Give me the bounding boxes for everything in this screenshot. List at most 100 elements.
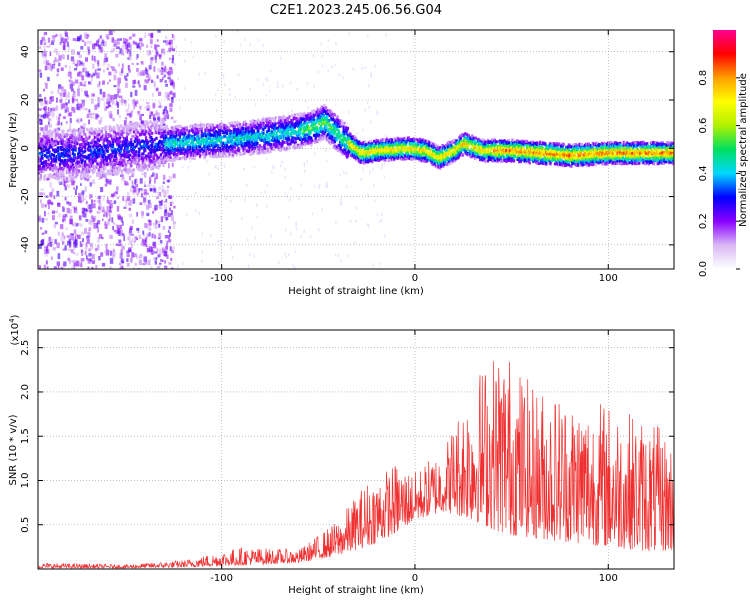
heatmap-cell [337, 133, 340, 137]
heatmap-cell [66, 41, 69, 47]
heatmap-cell [104, 172, 108, 176]
heatmap-cell [251, 126, 254, 130]
heatmap-cell [245, 149, 249, 153]
heatmap-cell [78, 146, 82, 150]
heatmap-cell [109, 202, 113, 209]
heatmap-cell [84, 247, 88, 251]
heatmap-cell [256, 77, 259, 81]
heatmap-cell [279, 135, 283, 139]
heatmap-cell [228, 122, 231, 126]
heatmap-cell [287, 142, 290, 146]
heatmap-cell [134, 102, 137, 107]
heatmap-cell [142, 157, 145, 161]
heatmap-cell [298, 126, 301, 130]
heatmap-cell [167, 41, 171, 45]
heatmap-cell [170, 69, 174, 75]
heatmap-cell [170, 116, 174, 120]
heatmap-cell [44, 145, 48, 149]
heatmap-cell [194, 151, 197, 155]
heatmap-cell [298, 146, 301, 150]
heatmap-cell [133, 140, 136, 144]
heatmap-cell [323, 132, 326, 136]
heatmap-cell [306, 111, 310, 115]
heatmap-cell [325, 138, 329, 142]
heatmap-cell [69, 249, 72, 252]
heatmap-cell [78, 103, 82, 109]
heatmap-cell [376, 213, 379, 217]
heatmap-cell [90, 149, 93, 153]
heatmap-cell [160, 216, 164, 223]
heatmap-cell [73, 187, 76, 190]
heatmap-cell [333, 113, 336, 117]
heatmap-cell [89, 220, 93, 226]
heatmap-cell [87, 49, 91, 54]
heatmap-cell [141, 211, 144, 216]
heatmap-cell [198, 127, 201, 131]
heatmap-cell [159, 206, 162, 210]
heatmap-cell [337, 149, 340, 153]
heatmap-cell [110, 162, 113, 166]
heatmap-cell [328, 114, 331, 118]
heatmap-cell [324, 118, 327, 122]
heatmap-cell [73, 133, 76, 137]
heatmap-cell [147, 259, 151, 266]
heatmap-cell [94, 43, 98, 47]
heatmap-cell [248, 140, 251, 144]
heatmap-cell [258, 144, 262, 148]
heatmap-cell [102, 91, 106, 98]
heatmap-cell [91, 164, 95, 168]
heatmap-cell [91, 55, 94, 61]
heatmap-cell [55, 133, 58, 137]
heatmap-cell [139, 163, 142, 167]
heatmap-cell [152, 210, 155, 214]
heatmap-cell [104, 160, 107, 164]
heatmap-cell [169, 195, 173, 199]
heatmap-cell [98, 133, 101, 137]
heatmap-cell [243, 137, 246, 141]
heatmap-cell [179, 124, 182, 128]
heatmap-cell [237, 138, 240, 142]
heatmap-cell [334, 253, 337, 257]
heatmap-cell [151, 140, 155, 144]
heatmap-cell [51, 210, 55, 214]
heatmap-cell [94, 159, 97, 163]
heatmap-cell [49, 191, 53, 198]
heatmap-cell [73, 153, 76, 157]
heatmap-cell [349, 140, 352, 144]
heatmap-cell [162, 149, 165, 153]
heatmap-cell [98, 127, 101, 131]
heatmap-cell [93, 56, 96, 62]
heatmap-cell [313, 127, 316, 131]
heatmap-cell [96, 155, 99, 159]
heatmap-cell [307, 106, 310, 110]
heatmap-cell [333, 130, 336, 134]
heatmap-cell [150, 174, 153, 177]
heatmap-cell [231, 144, 235, 148]
heatmap-cell [267, 133, 270, 137]
heatmap-cell [38, 151, 42, 155]
heatmap-cell [154, 261, 158, 265]
heatmap-cell [126, 73, 129, 77]
heatmap-cell [213, 131, 216, 135]
heatmap-cell [143, 142, 146, 146]
heatmap-cell [68, 65, 71, 72]
heatmap-cell [127, 42, 131, 48]
heatmap-cell [55, 58, 60, 63]
heatmap-cell [71, 81, 75, 86]
heatmap-cell [79, 34, 82, 40]
heatmap-cell [156, 39, 159, 42]
heatmap-cell [317, 119, 320, 123]
heatmap-cell [242, 130, 245, 134]
heatmap-cell [67, 112, 72, 117]
heatmap-cell [169, 103, 173, 108]
heatmap-cell [110, 97, 113, 103]
heatmap-cell [190, 141, 193, 145]
heatmap-cell [75, 65, 78, 68]
heatmap-cell [162, 164, 165, 168]
heatmap-cell [103, 153, 106, 157]
heatmap-cell [164, 148, 167, 152]
heatmap-cell [170, 248, 174, 254]
heatmap-cell [48, 64, 51, 70]
heatmap-cell [65, 227, 68, 231]
spectrogram-heatmap [38, 30, 674, 269]
